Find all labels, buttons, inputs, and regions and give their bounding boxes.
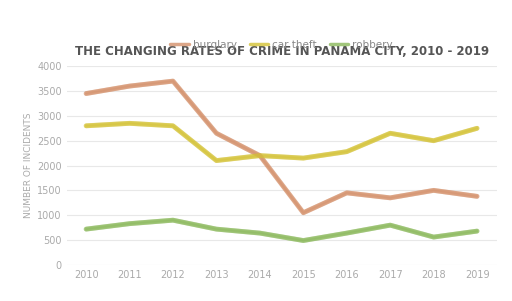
burglary (431, 188, 437, 192)
car theft (214, 159, 220, 163)
robbery (344, 231, 350, 235)
burglary (257, 154, 263, 157)
car theft (170, 124, 176, 128)
car theft (431, 139, 437, 143)
Line: robbery: robbery (86, 220, 477, 240)
car theft (126, 122, 133, 125)
burglary (214, 132, 220, 135)
robbery (387, 223, 393, 227)
Line: burglary: burglary (86, 81, 477, 213)
car theft (300, 156, 306, 160)
burglary (126, 84, 133, 88)
burglary (344, 191, 350, 195)
burglary (170, 79, 176, 83)
car theft (83, 124, 89, 128)
Y-axis label: NUMBER OF INCIDENTS: NUMBER OF INCIDENTS (24, 113, 33, 218)
robbery (126, 222, 133, 225)
car theft (387, 132, 393, 135)
robbery (83, 227, 89, 231)
robbery (474, 229, 480, 233)
robbery (170, 219, 176, 222)
Title: THE CHANGING RATES OF CRIME IN PANAMA CITY, 2010 - 2019: THE CHANGING RATES OF CRIME IN PANAMA CI… (75, 45, 488, 58)
burglary (387, 196, 393, 200)
burglary (474, 194, 480, 198)
robbery (257, 231, 263, 235)
car theft (474, 126, 480, 130)
robbery (431, 235, 437, 239)
car theft (344, 150, 350, 154)
car theft (257, 154, 263, 157)
burglary (300, 211, 306, 215)
burglary (83, 92, 89, 95)
robbery (300, 239, 306, 242)
robbery (214, 227, 220, 231)
Line: car theft: car theft (86, 123, 477, 161)
Legend: burglary, car theft, robbery: burglary, car theft, robbery (166, 36, 397, 54)
